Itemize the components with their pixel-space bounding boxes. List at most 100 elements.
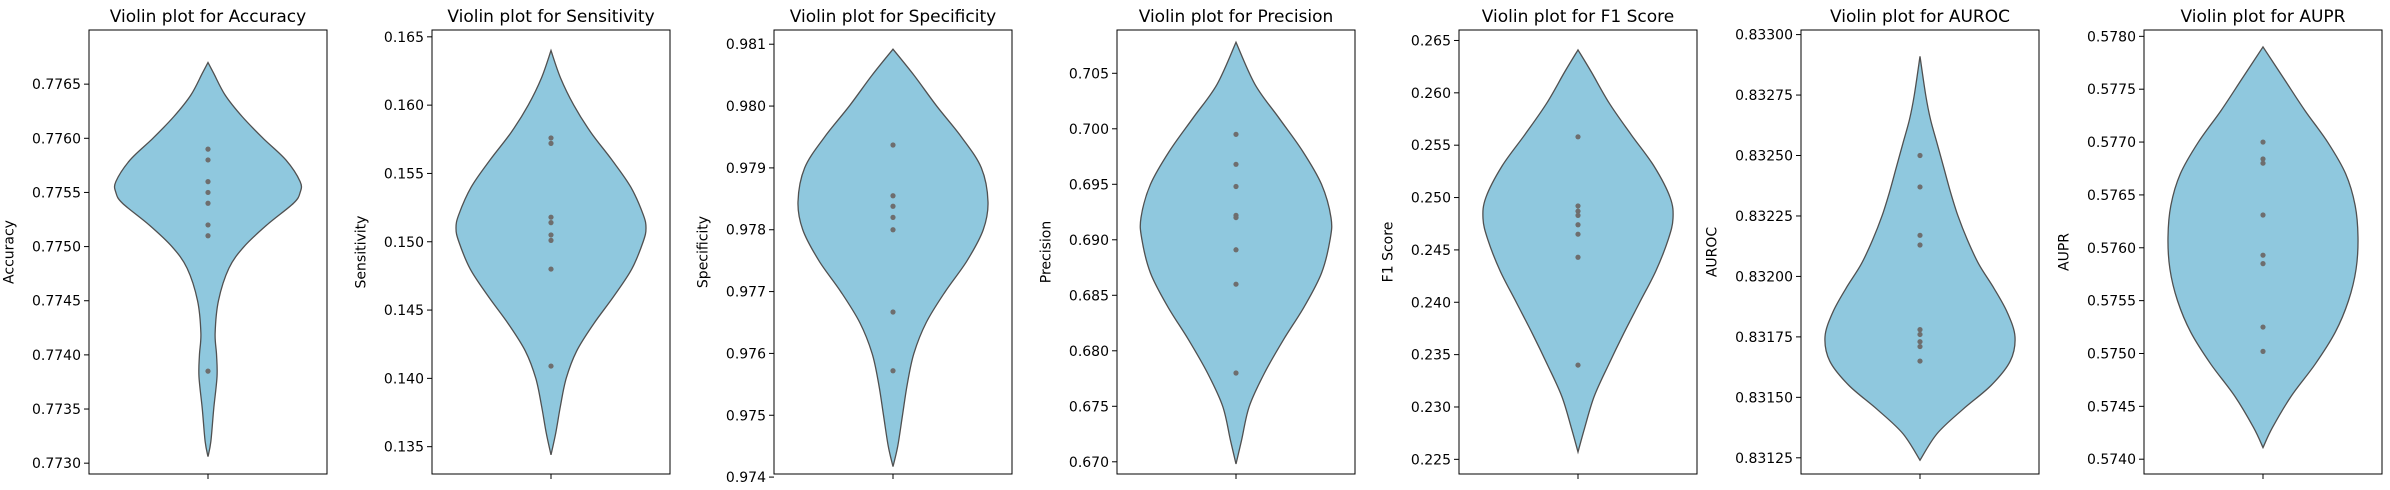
y-tick-label: 0.155 [384,166,424,182]
y-tick-label: 0.265 [1411,33,1451,49]
y-tick-label: 0.7760 [32,131,81,147]
y-tick-label: 0.5760 [2087,241,2136,257]
data-point [205,222,211,228]
y-tick-label: 0.976 [726,346,766,362]
y-tick-label: 0.83125 [1735,451,1793,467]
data-point [205,200,211,206]
data-point [1917,327,1923,333]
y-tick-label: 0.150 [384,235,424,251]
y-tick-label: 0.7765 [32,77,81,93]
data-point [1917,152,1923,159]
data-point [1233,131,1239,137]
y-tick-label: 0.225 [1411,452,1451,468]
y-tick-label: 0.705 [1069,66,1109,82]
data-point [205,233,211,239]
data-point [890,368,896,374]
data-point [548,140,554,146]
y-tick-label: 0.7755 [32,185,81,201]
y-tick-label: 0.230 [1411,400,1451,416]
y-tick-label: 0.974 [726,470,766,486]
y-tick-label: 0.5755 [2087,294,2136,310]
y-tick-label: 0.240 [1411,295,1451,311]
y-tick-label: 0.695 [1069,177,1109,193]
y-tick-label: 0.670 [1069,455,1109,471]
y-tick-label: 0.5740 [2087,452,2136,468]
data-point [548,135,554,141]
data-point [2260,212,2266,218]
data-point [1575,254,1581,260]
data-point [890,309,896,315]
data-point [2260,261,2266,267]
y-axis-label: Precision [1039,221,1055,283]
y-tick-label: 0.235 [1411,348,1451,364]
data-point [890,214,896,220]
violin-panel-5: 0.225 0.230 0.235 0.240 0.245 0.250 0.255 0.260… [1381,7,1698,479]
violin-body [2167,45,2359,450]
y-tick-label: 0.255 [1411,138,1451,154]
data-point [890,142,896,148]
data-point [205,157,211,163]
y-tick-label: 0.7730 [32,456,81,472]
data-point [1575,222,1581,228]
y-tick-label: 0.135 [384,440,424,456]
data-point [1575,212,1581,218]
data-point [1233,247,1239,253]
data-point [1575,231,1581,237]
y-tick-label: 0.5780 [2087,29,2136,45]
y-tick-label: 0.690 [1069,233,1109,249]
y-tick-label: 0.680 [1069,344,1109,360]
violin-panel-7: 0.5740 0.5745 0.5750 0.5755 0.5760 0.5765 0.57… [2057,7,2383,479]
y-tick-label: 0.5770 [2087,135,2136,151]
data-point [1917,343,1923,350]
y-tick-label: 0.977 [726,285,766,301]
data-point [205,146,211,152]
violin-body [1139,40,1333,465]
y-tick-label: 0.83300 [1735,28,1793,44]
y-axis-label: AUPR [2057,233,2073,271]
data-point [1233,161,1239,167]
data-point [1917,184,1923,190]
data-point [2260,324,2266,330]
y-tick-label: 0.5765 [2087,188,2136,204]
y-tick-label: 0.675 [1069,399,1109,415]
y-axis-label: Accuracy [2,220,18,284]
data-point [548,214,554,220]
data-point [1575,208,1581,214]
y-tick-label: 0.7740 [32,348,81,364]
data-point [1233,183,1239,190]
y-tick-label: 0.5745 [2087,399,2136,415]
violin-body [797,48,989,467]
data-point [1917,358,1923,364]
chart-title: Violin plot for Precision [1139,7,1334,27]
data-point [890,227,896,233]
chart-title: Violin plot for AUROC [1830,7,2010,27]
y-tick-label: 0.975 [726,408,766,424]
data-point [1917,242,1923,248]
violin-panel-6: 0.83125 0.83150 0.83175 0.83200 0.83225 0.832… [1705,7,2040,479]
data-point [205,179,211,185]
data-point [548,363,554,369]
y-tick-label: 0.979 [726,161,766,177]
chart-title: Violin plot for F1 Score [1482,7,1674,27]
y-tick-label: 0.245 [1411,243,1451,259]
data-point [2260,156,2266,162]
y-tick-label: 0.83225 [1735,209,1793,225]
y-tick-label: 0.160 [384,98,424,114]
violin-panel-2: 0.135 0.140 0.145 0.150 0.155 0.160 0.165 Violi… [354,7,671,479]
y-tick-label: 0.83150 [1735,390,1793,406]
chart-title: Violin plot for AUPR [2181,7,2346,27]
y-tick-label: 0.981 [726,37,766,53]
data-point [2260,348,2266,354]
y-tick-label: 0.5775 [2087,82,2136,98]
data-point [1233,370,1239,376]
y-tick-label: 0.685 [1069,288,1109,304]
y-tick-label: 0.165 [384,30,424,46]
chart-title: Violin plot for Specificity [790,7,996,27]
y-tick-label: 0.140 [384,371,424,387]
violin-body [1482,48,1674,455]
data-point [890,203,896,209]
data-point [1917,331,1923,338]
violin-panel-3: 0.974 0.975 0.976 0.977 0.978 0.979 0.980 0.981… [696,7,1013,486]
y-axis-label: AUROC [1705,227,1721,278]
y-tick-label: 0.83175 [1735,330,1793,346]
